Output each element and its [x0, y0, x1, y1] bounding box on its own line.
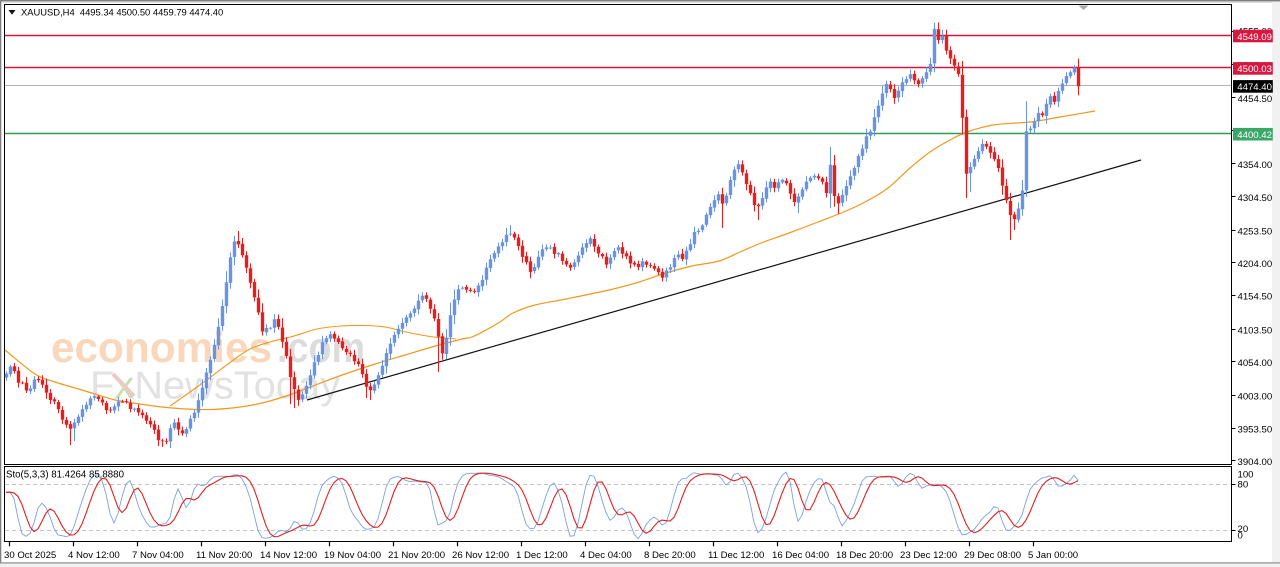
svg-text:11 Dec 12:00: 11 Dec 12:00 — [708, 550, 764, 561]
svg-text:XAUUSD,H4 4495.34 4500.50 445: XAUUSD,H4 4495.34 4500.50 4459.79 4474.4… — [21, 6, 223, 17]
svg-text:16 Dec 04:00: 16 Dec 04:00 — [772, 550, 829, 561]
svg-text:100: 100 — [1238, 470, 1254, 481]
svg-text:18 Dec 20:00: 18 Dec 20:00 — [836, 550, 893, 561]
svg-text:3953.50: 3953.50 — [1238, 424, 1273, 435]
svg-text:29 Dec 08:00: 29 Dec 08:00 — [964, 550, 1021, 561]
svg-text:4474.40: 4474.40 — [1237, 82, 1272, 93]
svg-text:economies: economies — [51, 324, 272, 372]
svg-text:5 Jan 00:00: 5 Jan 00:00 — [1028, 550, 1078, 561]
svg-text:1 Dec 12:00: 1 Dec 12:00 — [516, 550, 568, 561]
svg-text:4253.50: 4253.50 — [1238, 226, 1273, 237]
svg-text:30 Oct 2025: 30 Oct 2025 — [4, 550, 56, 561]
svg-text:4400.42: 4400.42 — [1237, 130, 1272, 141]
svg-text:3904.00: 3904.00 — [1238, 457, 1273, 468]
svg-text:7 Nov 04:00: 7 Nov 04:00 — [132, 550, 184, 561]
svg-text:Sto(5,3,3) 81.4264 85.8880: Sto(5,3,3) 81.4264 85.8880 — [6, 470, 125, 481]
svg-text:11 Nov 20:00: 11 Nov 20:00 — [196, 550, 252, 561]
svg-text:4103.50: 4103.50 — [1238, 325, 1273, 336]
svg-text:4154.50: 4154.50 — [1238, 292, 1273, 303]
svg-text:8 Dec 20:00: 8 Dec 20:00 — [644, 550, 696, 561]
svg-text:80: 80 — [1238, 479, 1249, 490]
svg-text:26 Nov 12:00: 26 Nov 12:00 — [452, 550, 509, 561]
svg-text:0: 0 — [1238, 531, 1243, 542]
svg-text:14 Nov 12:00: 14 Nov 12:00 — [260, 550, 317, 561]
svg-text:4054.00: 4054.00 — [1238, 358, 1273, 369]
svg-text:4304.50: 4304.50 — [1238, 193, 1273, 204]
svg-text:4354.00: 4354.00 — [1238, 160, 1273, 171]
svg-text:4204.00: 4204.00 — [1238, 259, 1273, 270]
svg-text:4 Dec 04:00: 4 Dec 04:00 — [580, 550, 632, 561]
svg-text:20: 20 — [1238, 524, 1249, 535]
svg-text:23 Dec 12:00: 23 Dec 12:00 — [900, 550, 957, 561]
svg-text:21 Nov 20:00: 21 Nov 20:00 — [388, 550, 445, 561]
svg-text:4549.09: 4549.09 — [1237, 32, 1272, 43]
svg-text:19 Nov 04:00: 19 Nov 04:00 — [324, 550, 381, 561]
svg-text:4003.00: 4003.00 — [1238, 392, 1273, 403]
svg-text:4500.03: 4500.03 — [1237, 64, 1272, 75]
svg-text:4 Nov 12:00: 4 Nov 12:00 — [68, 550, 120, 561]
svg-text:4454.50: 4454.50 — [1238, 94, 1273, 105]
